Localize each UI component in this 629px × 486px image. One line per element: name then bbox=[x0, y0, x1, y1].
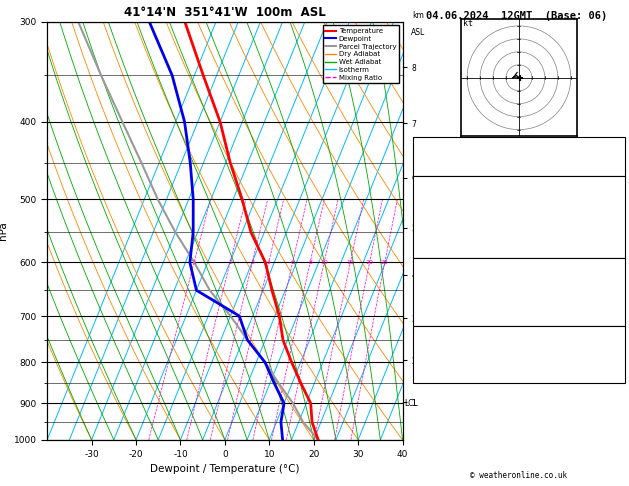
Text: 1: 1 bbox=[192, 260, 196, 265]
Text: 6: 6 bbox=[616, 293, 621, 301]
X-axis label: Dewpoint / Temperature (°C): Dewpoint / Temperature (°C) bbox=[150, 464, 299, 474]
Text: 0: 0 bbox=[616, 235, 621, 244]
Text: θₑ (K): θₑ (K) bbox=[417, 281, 447, 290]
Legend: Temperature, Dewpoint, Parcel Trajectory, Dry Adiabat, Wet Adiabat, Isotherm, Mi: Temperature, Dewpoint, Parcel Trajectory… bbox=[323, 25, 399, 83]
Text: 8: 8 bbox=[308, 260, 312, 265]
Text: 320: 320 bbox=[606, 212, 621, 221]
Text: 41°14'N  351°41'W  100m  ASL: 41°14'N 351°41'W 100m ASL bbox=[124, 5, 326, 18]
Text: StmSpd (kt): StmSpd (kt) bbox=[417, 373, 472, 382]
Text: Dewp (°C): Dewp (°C) bbox=[417, 200, 462, 209]
Text: EH: EH bbox=[417, 338, 427, 347]
Text: Mixing Ratio (g/kg): Mixing Ratio (g/kg) bbox=[433, 191, 443, 271]
Text: 6: 6 bbox=[291, 260, 294, 265]
Text: © weatheronline.co.uk: © weatheronline.co.uk bbox=[470, 471, 567, 480]
Text: ASL: ASL bbox=[411, 28, 426, 37]
Text: Totals Totals: Totals Totals bbox=[417, 152, 482, 161]
Text: Surface: Surface bbox=[500, 182, 538, 191]
Text: CIN (J): CIN (J) bbox=[417, 247, 452, 256]
Y-axis label: hPa: hPa bbox=[0, 222, 8, 240]
Text: StmDir: StmDir bbox=[417, 361, 447, 370]
Text: 2: 2 bbox=[616, 139, 621, 148]
Text: PW (cm): PW (cm) bbox=[417, 165, 452, 174]
Text: -11: -11 bbox=[606, 338, 621, 347]
Text: Hodograph: Hodograph bbox=[495, 331, 543, 341]
Text: 1: 1 bbox=[616, 373, 621, 382]
Text: 3: 3 bbox=[250, 260, 254, 265]
Text: CAPE (J): CAPE (J) bbox=[417, 304, 457, 313]
Text: 0: 0 bbox=[616, 247, 621, 256]
Text: Pressure (mb): Pressure (mb) bbox=[417, 270, 482, 278]
Text: 4: 4 bbox=[267, 260, 270, 265]
Text: Most Unstable: Most Unstable bbox=[484, 263, 554, 273]
Text: K: K bbox=[417, 139, 422, 148]
Text: 2: 2 bbox=[228, 260, 232, 265]
Text: 7: 7 bbox=[616, 224, 621, 232]
Text: 25: 25 bbox=[381, 260, 389, 265]
Text: -9: -9 bbox=[611, 349, 621, 358]
Text: 39: 39 bbox=[611, 152, 621, 161]
Text: Lifted Index: Lifted Index bbox=[417, 293, 477, 301]
Text: 0: 0 bbox=[616, 315, 621, 324]
Text: 800: 800 bbox=[606, 270, 621, 278]
Text: CIN (J): CIN (J) bbox=[417, 315, 452, 324]
Text: Temp (°C): Temp (°C) bbox=[417, 188, 462, 197]
Text: θₑ(K): θₑ(K) bbox=[417, 212, 442, 221]
Text: 1.96: 1.96 bbox=[601, 165, 621, 174]
Text: 15: 15 bbox=[347, 260, 354, 265]
Text: kt: kt bbox=[463, 19, 473, 28]
Text: 119°: 119° bbox=[601, 361, 621, 370]
Text: 21: 21 bbox=[611, 188, 621, 197]
Text: 322: 322 bbox=[606, 281, 621, 290]
Text: Lifted Index: Lifted Index bbox=[417, 224, 477, 232]
Text: SREH: SREH bbox=[417, 349, 437, 358]
Text: CAPE (J): CAPE (J) bbox=[417, 235, 457, 244]
Text: 13: 13 bbox=[611, 200, 621, 209]
Text: 04.06.2024  12GMT  (Base: 06): 04.06.2024 12GMT (Base: 06) bbox=[426, 11, 608, 21]
Text: 20: 20 bbox=[365, 260, 374, 265]
Text: km: km bbox=[413, 11, 425, 20]
Text: 10: 10 bbox=[320, 260, 328, 265]
Text: LCL: LCL bbox=[404, 399, 418, 408]
Text: 0: 0 bbox=[616, 304, 621, 313]
